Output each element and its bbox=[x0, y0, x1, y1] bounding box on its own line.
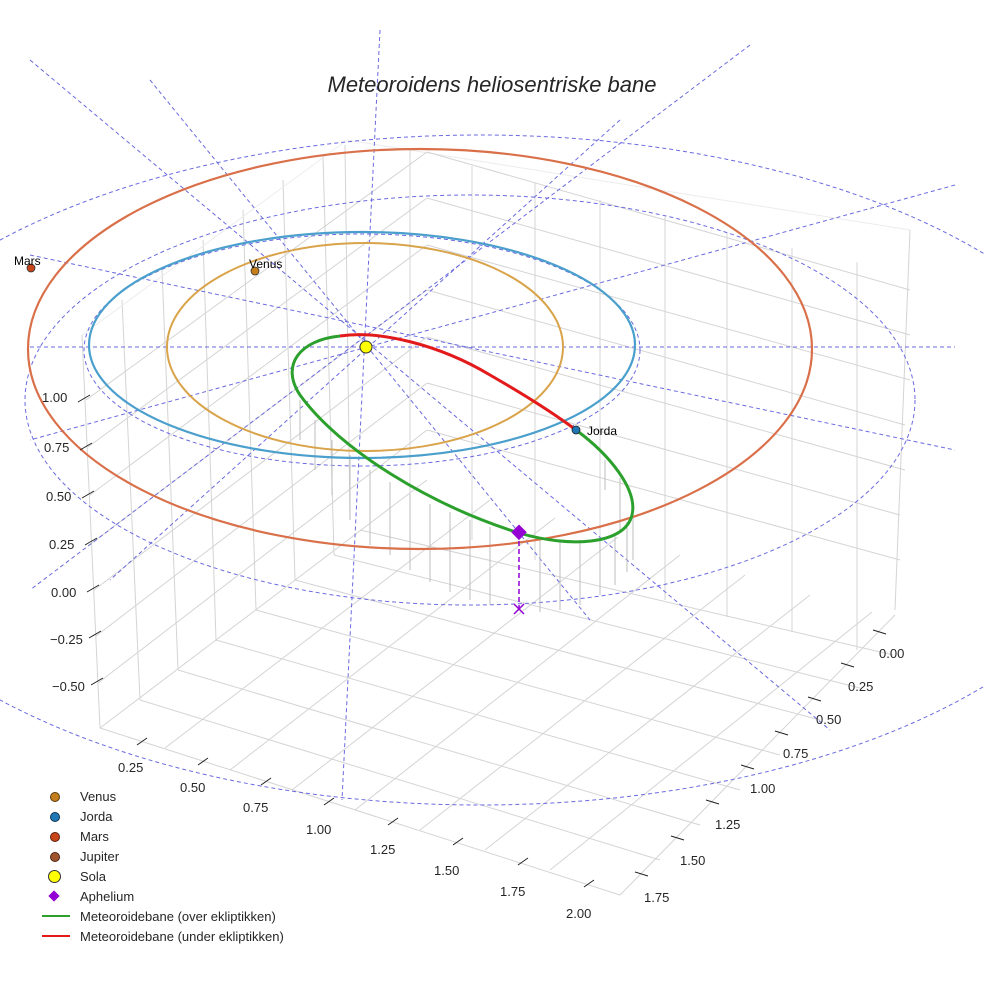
x-tick: 1.00 bbox=[306, 822, 332, 837]
legend-item-mars: Mars bbox=[38, 826, 284, 846]
x-tick: 0.75 bbox=[243, 800, 269, 815]
x-tick: 2.00 bbox=[566, 906, 592, 921]
jupiter-dot-icon bbox=[50, 852, 60, 862]
y-tick: 0.50 bbox=[816, 712, 842, 727]
sola-marker bbox=[359, 340, 373, 354]
venus-dot-icon bbox=[50, 792, 60, 802]
ecliptic-grid bbox=[0, 29, 984, 806]
aphelion-marker bbox=[511, 524, 527, 541]
legend-label: Meteoroidebane (over ekliptikken) bbox=[80, 908, 276, 924]
drop-lines bbox=[299, 400, 634, 612]
venus-orbit bbox=[166, 242, 564, 452]
z-tick: 0.25 bbox=[49, 537, 75, 552]
chart-title: Meteoroidens heliosentriske bane bbox=[327, 72, 657, 97]
y-tick: 1.75 bbox=[644, 890, 670, 905]
venus-marker bbox=[250, 266, 260, 276]
pane-grid bbox=[81, 139, 911, 896]
legend-label: Meteoroidebane (under ekliptikken) bbox=[80, 928, 284, 944]
legend-item-sola: Sola bbox=[38, 866, 284, 886]
z-tick: 1.00 bbox=[42, 390, 68, 405]
y-tick: 0.00 bbox=[879, 646, 905, 661]
z-tick: −0.25 bbox=[50, 632, 83, 647]
sun-circle-icon bbox=[48, 870, 61, 883]
x-tick: 1.50 bbox=[434, 863, 460, 878]
legend-label: Jorda bbox=[80, 808, 113, 824]
legend-item-aphelium: Aphelium bbox=[38, 886, 284, 906]
legend-label: Mars bbox=[80, 828, 109, 844]
z-tick: 0.75 bbox=[44, 440, 70, 455]
y-tick: 1.50 bbox=[680, 853, 706, 868]
legend-item-over-ecliptic: Meteoroidebane (over ekliptikken) bbox=[38, 906, 284, 926]
legend-item-under-ecliptic: Meteoroidebane (under ekliptikken) bbox=[38, 926, 284, 946]
mars-orbit bbox=[26, 147, 814, 551]
meteoroid-orbit-over bbox=[290, 334, 635, 544]
legend-item-jupiter: Jupiter bbox=[38, 846, 284, 866]
green-line-icon bbox=[42, 915, 70, 917]
legend-label: Aphelium bbox=[80, 888, 135, 904]
x-tick: 0.25 bbox=[118, 760, 144, 775]
axis-tick-marks bbox=[77, 394, 887, 888]
y-tick: 0.25 bbox=[848, 679, 874, 694]
legend-item-jorda: Jorda bbox=[38, 806, 284, 826]
jorda-orbit bbox=[87, 230, 637, 460]
x-tick: 1.75 bbox=[500, 884, 526, 899]
aphelion-projection-x-icon bbox=[513, 603, 525, 615]
legend-label: Venus bbox=[80, 788, 117, 804]
jorda-label: Jorda bbox=[587, 424, 618, 438]
legend-label: Sola bbox=[80, 868, 107, 884]
y-tick: 1.25 bbox=[715, 817, 741, 832]
legend-label: Jupiter bbox=[80, 848, 120, 864]
jorda-dot-icon bbox=[50, 812, 60, 822]
diamond-icon bbox=[48, 890, 60, 902]
y-tick: 1.00 bbox=[750, 781, 776, 796]
jorda-marker bbox=[571, 425, 581, 435]
x-tick: 1.25 bbox=[370, 842, 396, 857]
meteoroid-orbit-under bbox=[339, 333, 577, 432]
mars-label: Mars bbox=[14, 254, 41, 268]
legend: Venus Jorda Mars Jupiter Sola Aphelium M… bbox=[38, 786, 284, 946]
y-tick: 0.75 bbox=[783, 746, 809, 761]
legend-item-venus: Venus bbox=[38, 786, 284, 806]
venus-label: Venus bbox=[249, 257, 283, 271]
red-line-icon bbox=[42, 935, 70, 937]
x-tick: 0.50 bbox=[180, 780, 206, 795]
mars-dot-icon bbox=[50, 832, 60, 842]
z-tick: 0.50 bbox=[46, 489, 72, 504]
z-tick: 0.00 bbox=[51, 585, 77, 600]
mars-marker bbox=[26, 263, 36, 273]
z-tick: −0.50 bbox=[52, 679, 85, 694]
